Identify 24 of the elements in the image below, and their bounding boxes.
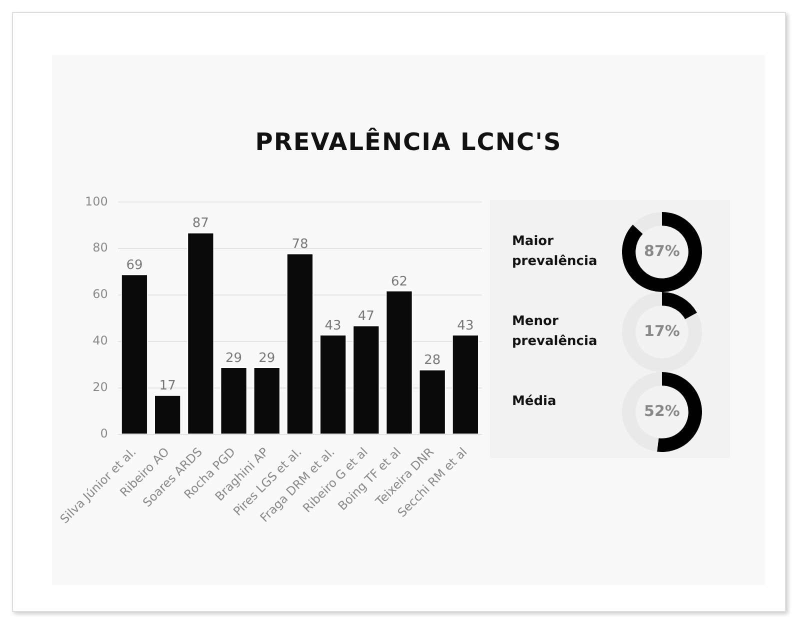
text: Maior prevalência — [512, 233, 598, 271]
data-label: 69 — [126, 258, 143, 274]
y-tick-label: 20 — [92, 380, 108, 394]
data-label: 17% — [644, 322, 680, 340]
data-label: 87 — [192, 216, 209, 232]
y-tick-label: 80 — [92, 240, 108, 255]
data-label: 43 — [324, 318, 342, 334]
data-label: 52% — [644, 402, 680, 420]
data-label: 47 — [358, 309, 374, 324]
chart-title: PREVALÊNCIA LCNC'S — [254, 128, 563, 156]
data-label: 28 — [424, 353, 441, 368]
data-label: 29 — [225, 350, 242, 366]
data-label: 87% — [644, 242, 680, 260]
text: Média — [512, 393, 558, 411]
y-tick-label: 60 — [92, 287, 108, 302]
y-tick-label: 100 — [85, 194, 108, 208]
data-label: 17 — [159, 378, 176, 394]
text: Menor prevalência — [512, 313, 598, 351]
data-label: 78 — [292, 237, 308, 252]
y-tick-label: 0 — [100, 426, 108, 440]
data-label: 62 — [390, 274, 408, 290]
data-label: 43 — [457, 318, 474, 334]
data-label: 29 — [258, 350, 276, 366]
y-tick-label: 40 — [92, 334, 108, 348]
